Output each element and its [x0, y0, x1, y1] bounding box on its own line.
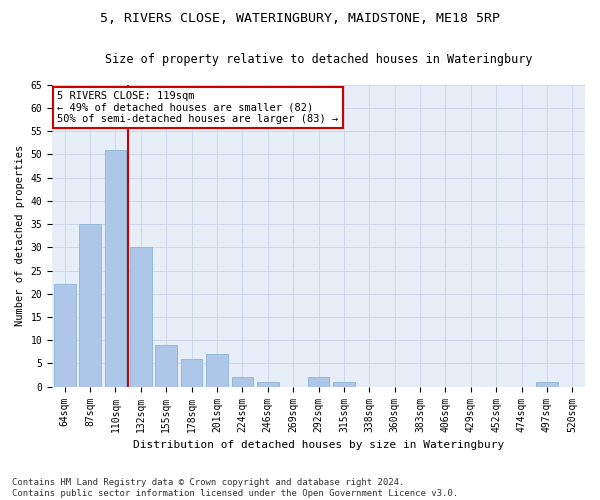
- Bar: [536, 382, 558, 386]
- Bar: [257, 382, 278, 386]
- Y-axis label: Number of detached properties: Number of detached properties: [15, 145, 25, 326]
- Text: 5 RIVERS CLOSE: 119sqm
← 49% of detached houses are smaller (82)
50% of semi-det: 5 RIVERS CLOSE: 119sqm ← 49% of detached…: [58, 91, 338, 124]
- Bar: [232, 378, 253, 386]
- Text: 5, RIVERS CLOSE, WATERINGBURY, MAIDSTONE, ME18 5RP: 5, RIVERS CLOSE, WATERINGBURY, MAIDSTONE…: [100, 12, 500, 26]
- Bar: [79, 224, 101, 386]
- Bar: [206, 354, 228, 386]
- Bar: [104, 150, 126, 386]
- Bar: [54, 284, 76, 386]
- Bar: [181, 359, 202, 386]
- Title: Size of property relative to detached houses in Wateringbury: Size of property relative to detached ho…: [105, 52, 532, 66]
- Bar: [308, 378, 329, 386]
- Bar: [155, 345, 177, 387]
- Text: Contains HM Land Registry data © Crown copyright and database right 2024.
Contai: Contains HM Land Registry data © Crown c…: [12, 478, 458, 498]
- Bar: [333, 382, 355, 386]
- X-axis label: Distribution of detached houses by size in Wateringbury: Distribution of detached houses by size …: [133, 440, 504, 450]
- Bar: [130, 248, 152, 386]
